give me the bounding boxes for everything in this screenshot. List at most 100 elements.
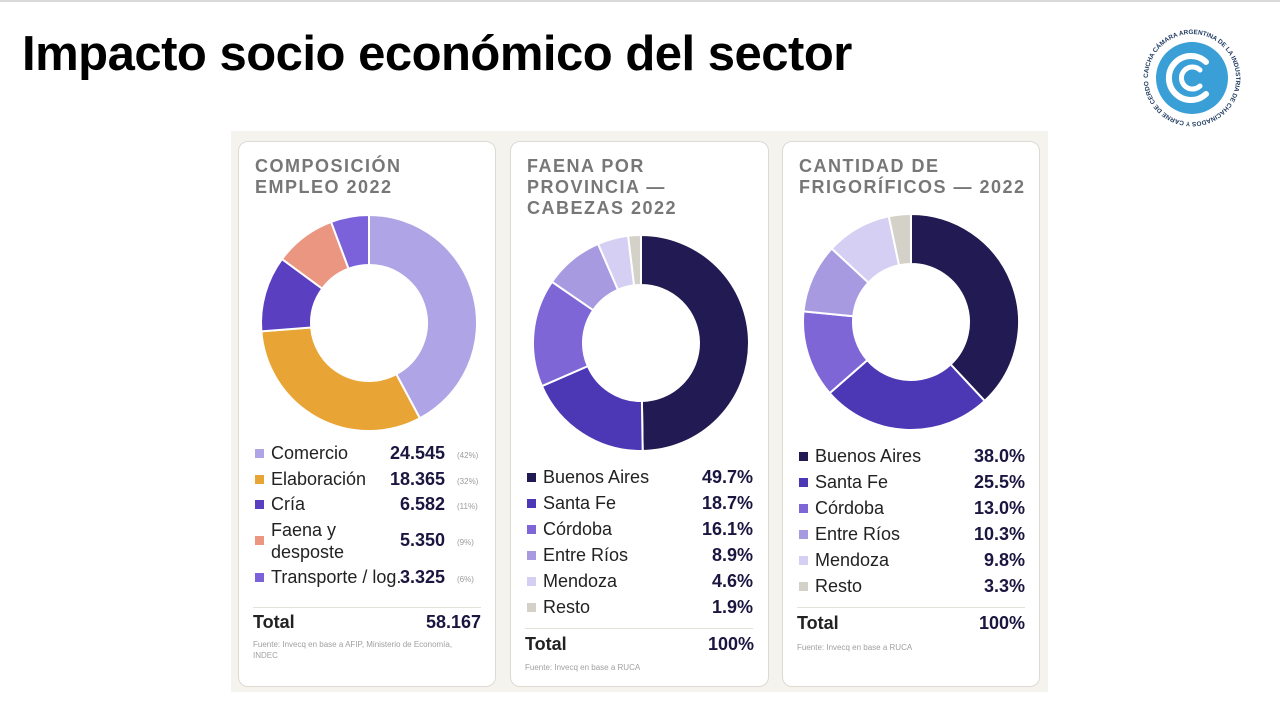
legend-item: Santa Fe 18.7%	[525, 492, 755, 518]
legend-label: Santa Fe	[815, 472, 889, 492]
legend-label: Mendoza	[543, 571, 618, 591]
slaughter-card: FAENA POR PROVINCIA — CABEZAS 2022 Buenos…	[510, 141, 769, 687]
legend-label: Buenos Aires	[815, 446, 922, 466]
chart-title: COMPOSICIÓN EMPLEO 2022	[255, 156, 402, 197]
legend-swatch	[527, 603, 536, 612]
legend-item: Mendoza 9.8%	[797, 549, 1027, 575]
legend-item: Buenos Aires 49.7%	[525, 466, 755, 492]
legend-swatch	[799, 556, 808, 565]
source-note: Fuente: Invecq en base a RUCA	[525, 663, 641, 672]
legend-item: Córdoba 16.1%	[525, 518, 755, 544]
legend-swatch	[799, 582, 808, 591]
legend-item: Santa Fe 25.5%	[797, 471, 1027, 497]
legend-percent: (32%)	[457, 476, 479, 486]
legend-label: Córdoba	[543, 519, 613, 539]
legend-swatch	[799, 530, 808, 539]
total-value: 58.167	[425, 612, 481, 632]
legend-swatch	[255, 500, 264, 509]
employment-card: COMPOSICIÓN EMPLEO 2022 Comercio 24.545 (42…	[238, 141, 496, 687]
legend-label: Cría	[271, 494, 306, 514]
legend-label: Córdoba	[815, 498, 885, 518]
legend-swatch	[527, 577, 536, 586]
caicha-logo: CAICHA CÁMARA ARGENTINA DE LA INDUSTRIA …	[1143, 29, 1241, 127]
donut-chart	[532, 233, 750, 453]
donut-chart	[802, 212, 1020, 431]
legend-label: Comercio	[271, 443, 349, 463]
legend-value: 8.9%	[711, 545, 753, 565]
legend-item: Elaboración 18.365 (32%)	[253, 468, 483, 494]
total-divider	[253, 607, 481, 608]
legend-percent: (42%)	[457, 451, 479, 460]
legend-label: Transporte / log.	[271, 567, 402, 587]
legend-item: Cría 6.582 (11%)	[253, 493, 483, 519]
legend-value: 3.3%	[983, 576, 1025, 596]
donut-slice-santa-fe	[828, 358, 987, 431]
legend-swatch	[527, 499, 536, 508]
donut-slice-resto	[887, 212, 912, 267]
legend-label: Faena y desposte	[271, 519, 345, 562]
legend-item: Faena y desposte 5.350 (9%)	[253, 519, 483, 562]
total-divider	[525, 628, 753, 629]
source-note: Fuente: Invecq en base a RUCA	[797, 643, 913, 652]
legend-value: 3.325	[399, 567, 445, 587]
legend-percent: (11%)	[457, 502, 478, 511]
legend-value: 9.8%	[983, 550, 1025, 570]
legend-value: 10.3%	[973, 524, 1025, 544]
slide-title: Impacto socio económico del sector	[22, 27, 852, 81]
legend-swatch	[527, 525, 536, 534]
total-divider	[797, 607, 1025, 608]
legend-value: 38.0%	[973, 446, 1025, 466]
legend-label: Elaboración	[271, 468, 367, 489]
legend-item: Transporte / log. 3.325 (6%)	[253, 566, 483, 592]
total-label: Total	[797, 613, 839, 633]
chart-title: FAENA POR PROVINCIA — CABEZAS 2022	[527, 156, 678, 218]
legend-value: 49.7%	[701, 467, 753, 487]
legend-swatch	[255, 449, 264, 458]
legend-label: Mendoza	[815, 550, 890, 570]
legend-value: 5.350	[399, 529, 445, 550]
legend-swatch	[799, 478, 808, 487]
legend-label: Entre Ríos	[815, 524, 901, 544]
legend-swatch	[255, 474, 264, 484]
source-note: Fuente: Invecq en base a AFIP, Ministeri…	[253, 640, 453, 660]
legend-value: 16.1%	[701, 519, 753, 539]
chart-title: CANTIDAD DE FRIGORÍFICOS — 2022	[799, 156, 1026, 197]
legend-value: 4.6%	[711, 571, 753, 591]
legend-item: Entre Ríos 10.3%	[797, 523, 1027, 549]
legend-item: Resto 1.9%	[525, 596, 755, 622]
donut-slice-comercio	[368, 213, 478, 420]
legend-swatch	[527, 551, 536, 560]
legend-label: Santa Fe	[543, 493, 617, 513]
legend-swatch	[255, 573, 264, 582]
legend-swatch	[799, 452, 808, 461]
legend-value: 24.545	[389, 443, 445, 463]
legend-item: Comercio 24.545 (42%)	[253, 442, 483, 468]
legend-label: Resto	[815, 576, 863, 596]
donut-chart	[260, 213, 478, 432]
legend-swatch	[255, 535, 264, 545]
legend-swatch	[799, 504, 808, 513]
total-value: 100%	[707, 634, 754, 654]
legend-percent: (9%)	[457, 537, 474, 547]
donut-slice-buenos-aires	[910, 212, 1020, 403]
legend-item: Entre Ríos 8.9%	[525, 544, 755, 570]
plants-card: CANTIDAD DE FRIGORÍFICOS — 2022 Buenos Ai…	[782, 141, 1040, 687]
donut-slice-resto	[627, 233, 642, 287]
donut-slice-buenos-aires	[640, 233, 750, 453]
legend-value: 6.582	[399, 494, 445, 514]
legend-label: Resto	[543, 597, 591, 617]
legend-item: Resto 3.3%	[797, 575, 1027, 601]
legend-label: Buenos Aires	[543, 467, 650, 487]
legend-swatch	[527, 473, 536, 482]
legend-value: 18.7%	[701, 493, 753, 513]
legend-item: Mendoza 4.6%	[525, 570, 755, 596]
legend-value: 18.365	[389, 468, 445, 489]
top-border	[0, 0, 1280, 2]
total-value: 100%	[978, 613, 1025, 633]
total-label: Total	[525, 634, 567, 654]
legend-value: 1.9%	[711, 597, 753, 617]
legend-value: 13.0%	[973, 498, 1025, 518]
donut-slice-elaboraci-n	[260, 326, 422, 432]
legend-item: Córdoba 13.0%	[797, 497, 1027, 523]
donut-slice-transporte-log-	[329, 213, 370, 270]
